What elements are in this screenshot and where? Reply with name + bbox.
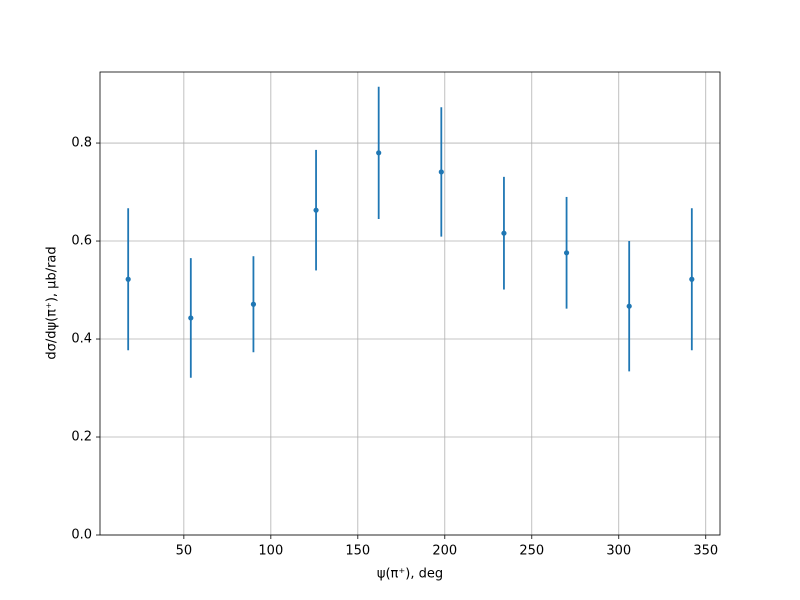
y-tick-label: 0.4 [71,332,92,347]
y-axis-label: dσ/dψ(π⁺), μb/rad [45,246,60,359]
data-point [250,301,257,307]
x-tick-label: 200 [432,544,457,559]
x-axis-label: ψ(π⁺), deg [377,567,443,582]
y-tick-label: 0.8 [71,136,92,151]
x-tick-label: 100 [258,544,283,559]
data-point [501,230,507,236]
data-point [689,276,695,282]
data-point [626,303,632,309]
data-point [376,150,382,156]
x-tick-label: 300 [606,544,631,559]
data-point [125,276,131,282]
data-point [313,207,319,213]
x-tick-label: 250 [519,544,544,559]
x-tick-label: 350 [693,544,718,559]
y-tick-label: 0.0 [71,528,92,543]
plot-frame [99,71,721,536]
data-point [563,250,570,256]
x-tick-label: 150 [345,544,370,559]
y-tick-label: 0.6 [71,234,92,249]
x-tick-label: 50 [176,544,193,559]
data-point [188,315,194,321]
data-point [438,169,444,175]
y-tick-label: 0.2 [71,430,92,445]
